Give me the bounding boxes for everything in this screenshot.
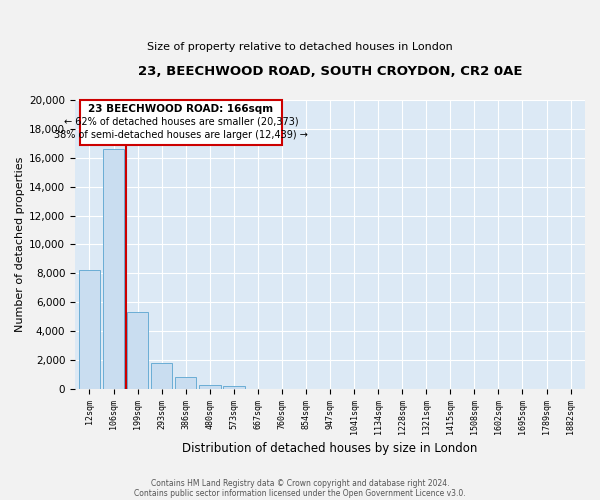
- Text: Size of property relative to detached houses in London: Size of property relative to detached ho…: [147, 42, 453, 52]
- Text: Contains HM Land Registry data © Crown copyright and database right 2024.: Contains HM Land Registry data © Crown c…: [151, 478, 449, 488]
- X-axis label: Distribution of detached houses by size in London: Distribution of detached houses by size …: [182, 442, 478, 455]
- FancyBboxPatch shape: [80, 100, 282, 145]
- Text: ← 62% of detached houses are smaller (20,373): ← 62% of detached houses are smaller (20…: [64, 116, 298, 126]
- Title: 23, BEECHWOOD ROAD, SOUTH CROYDON, CR2 0AE: 23, BEECHWOOD ROAD, SOUTH CROYDON, CR2 0…: [138, 65, 522, 78]
- Text: Contains public sector information licensed under the Open Government Licence v3: Contains public sector information licen…: [134, 488, 466, 498]
- Bar: [127, 312, 148, 389]
- Bar: [151, 363, 172, 389]
- Bar: [175, 378, 196, 389]
- Text: 23 BEECHWOOD ROAD: 166sqm: 23 BEECHWOOD ROAD: 166sqm: [88, 104, 274, 114]
- Bar: [79, 270, 100, 389]
- Bar: [199, 385, 221, 389]
- Text: 38% of semi-detached houses are larger (12,439) →: 38% of semi-detached houses are larger (…: [54, 130, 308, 140]
- Bar: [223, 386, 245, 389]
- Bar: [103, 149, 124, 389]
- Y-axis label: Number of detached properties: Number of detached properties: [15, 157, 25, 332]
